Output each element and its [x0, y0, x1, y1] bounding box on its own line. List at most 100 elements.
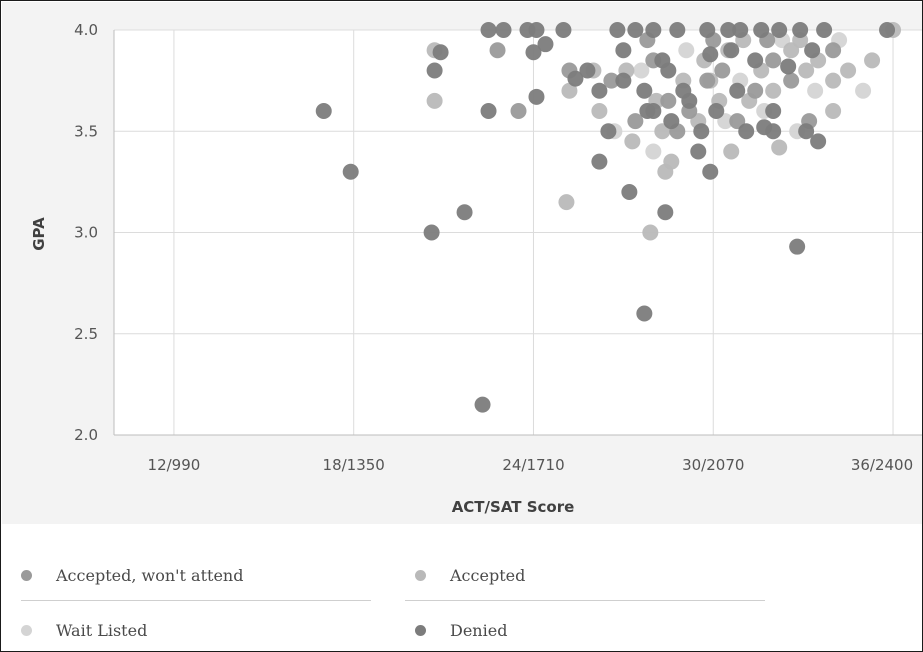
- data-point-accepted[interactable]: [624, 133, 641, 150]
- data-point-denied[interactable]: [663, 113, 680, 130]
- data-point-denied[interactable]: [525, 44, 542, 61]
- data-point-accepted-won-t-attend[interactable]: [765, 52, 782, 69]
- data-point-denied[interactable]: [765, 103, 782, 119]
- data-point-denied[interactable]: [789, 238, 806, 255]
- data-point-wait-listed[interactable]: [645, 143, 662, 160]
- data-point-denied[interactable]: [732, 22, 749, 38]
- data-point-denied[interactable]: [702, 163, 719, 180]
- data-point-accepted[interactable]: [591, 103, 608, 119]
- data-point-denied[interactable]: [609, 22, 626, 38]
- series-accepted-won-t-attend: [489, 32, 842, 140]
- data-point-accepted[interactable]: [723, 143, 740, 160]
- data-point-denied[interactable]: [528, 88, 545, 105]
- data-point-denied[interactable]: [591, 153, 608, 170]
- data-point-denied[interactable]: [645, 22, 662, 38]
- data-point-denied[interactable]: [693, 123, 710, 140]
- data-point-denied[interactable]: [555, 22, 572, 38]
- data-point-denied[interactable]: [423, 224, 440, 241]
- data-point-denied[interactable]: [528, 22, 545, 38]
- data-point-denied[interactable]: [792, 22, 809, 38]
- data-point-denied[interactable]: [426, 62, 443, 79]
- data-point-accepted[interactable]: [663, 153, 680, 170]
- data-point-denied[interactable]: [480, 103, 497, 119]
- data-point-denied[interactable]: [636, 82, 653, 99]
- data-point-wait-listed[interactable]: [807, 82, 824, 99]
- data-point-accepted[interactable]: [426, 92, 443, 109]
- data-point-accepted-won-t-attend[interactable]: [660, 92, 677, 109]
- data-point-denied[interactable]: [753, 22, 770, 38]
- y-tick-label: 3.0: [74, 224, 98, 242]
- data-point-denied[interactable]: [771, 22, 788, 38]
- data-point-denied[interactable]: [591, 82, 608, 99]
- data-point-accepted[interactable]: [558, 194, 575, 211]
- data-point-accepted-won-t-attend[interactable]: [627, 113, 644, 130]
- data-point-denied[interactable]: [816, 22, 833, 38]
- data-point-denied[interactable]: [567, 70, 584, 87]
- data-point-denied[interactable]: [804, 42, 821, 59]
- data-point-denied[interactable]: [480, 22, 497, 38]
- data-point-denied[interactable]: [537, 36, 554, 53]
- data-point-accepted[interactable]: [771, 139, 788, 156]
- data-point-denied[interactable]: [747, 52, 764, 69]
- legend-swatch-accepted: [415, 569, 426, 581]
- data-point-denied[interactable]: [627, 22, 644, 38]
- data-point-accepted[interactable]: [825, 72, 842, 89]
- axes: [113, 30, 922, 436]
- data-point-denied[interactable]: [723, 42, 740, 59]
- data-point-denied[interactable]: [645, 103, 662, 119]
- data-point-wait-listed[interactable]: [633, 62, 650, 79]
- legend-label: Denied: [450, 620, 508, 640]
- data-point-denied[interactable]: [720, 22, 737, 38]
- data-point-denied[interactable]: [702, 46, 719, 63]
- data-point-denied[interactable]: [615, 42, 632, 59]
- data-point-accepted[interactable]: [840, 62, 857, 79]
- data-point-accepted[interactable]: [642, 224, 659, 241]
- data-point-accepted-won-t-attend[interactable]: [825, 42, 842, 59]
- data-point-accepted-won-t-attend[interactable]: [714, 62, 731, 79]
- data-point-accepted[interactable]: [798, 62, 815, 79]
- data-point-denied[interactable]: [315, 103, 332, 119]
- data-point-denied[interactable]: [636, 305, 653, 322]
- data-point-denied[interactable]: [780, 58, 797, 75]
- data-point-denied[interactable]: [495, 22, 512, 38]
- data-point-denied[interactable]: [579, 62, 596, 79]
- data-point-denied[interactable]: [660, 62, 677, 79]
- data-point-accepted[interactable]: [765, 82, 782, 99]
- data-point-accepted-won-t-attend[interactable]: [510, 103, 527, 119]
- data-point-accepted[interactable]: [561, 82, 578, 99]
- legend-item-wait-listed[interactable]: Wait Listed: [21, 618, 147, 642]
- data-point-denied[interactable]: [690, 143, 707, 160]
- legend-item-denied[interactable]: Denied: [415, 618, 507, 642]
- data-point-wait-listed[interactable]: [678, 42, 695, 59]
- data-point-denied[interactable]: [615, 72, 632, 89]
- data-point-denied[interactable]: [729, 82, 746, 99]
- data-point-denied[interactable]: [669, 22, 686, 38]
- data-point-denied[interactable]: [708, 103, 725, 119]
- legend-item-accepted-wont-attend[interactable]: Accepted, won't attend: [21, 563, 243, 587]
- data-point-accepted-won-t-attend[interactable]: [699, 72, 716, 89]
- data-point-accepted-won-t-attend[interactable]: [747, 82, 764, 99]
- legend-item-accepted[interactable]: Accepted: [415, 563, 525, 587]
- data-point-denied[interactable]: [681, 92, 698, 109]
- data-point-accepted-won-t-attend[interactable]: [489, 42, 506, 59]
- data-point-accepted[interactable]: [825, 103, 842, 119]
- data-point-denied[interactable]: [432, 44, 449, 61]
- data-point-denied[interactable]: [810, 133, 827, 150]
- data-point-denied[interactable]: [879, 22, 896, 38]
- y-tick-label: 2.0: [74, 426, 98, 444]
- data-point-denied[interactable]: [621, 184, 638, 200]
- data-point-denied[interactable]: [600, 123, 617, 140]
- data-point-denied[interactable]: [657, 204, 674, 221]
- data-point-wait-listed[interactable]: [855, 82, 872, 99]
- data-point-denied[interactable]: [738, 123, 755, 140]
- data-point-denied[interactable]: [474, 396, 491, 413]
- data-point-accepted-won-t-attend[interactable]: [783, 72, 800, 89]
- data-point-denied[interactable]: [342, 163, 359, 180]
- data-point-accepted[interactable]: [864, 52, 881, 69]
- data-point-denied[interactable]: [765, 123, 782, 140]
- data-point-denied[interactable]: [699, 22, 716, 38]
- tick-labels: 2.0 2.5 3.0 3.5 4.0 12/990 18/1350 24/1710 30/20…: [74, 21, 913, 474]
- data-point-denied[interactable]: [456, 204, 473, 221]
- data-point-denied[interactable]: [798, 123, 815, 140]
- data-point-accepted-won-t-attend[interactable]: [603, 72, 620, 89]
